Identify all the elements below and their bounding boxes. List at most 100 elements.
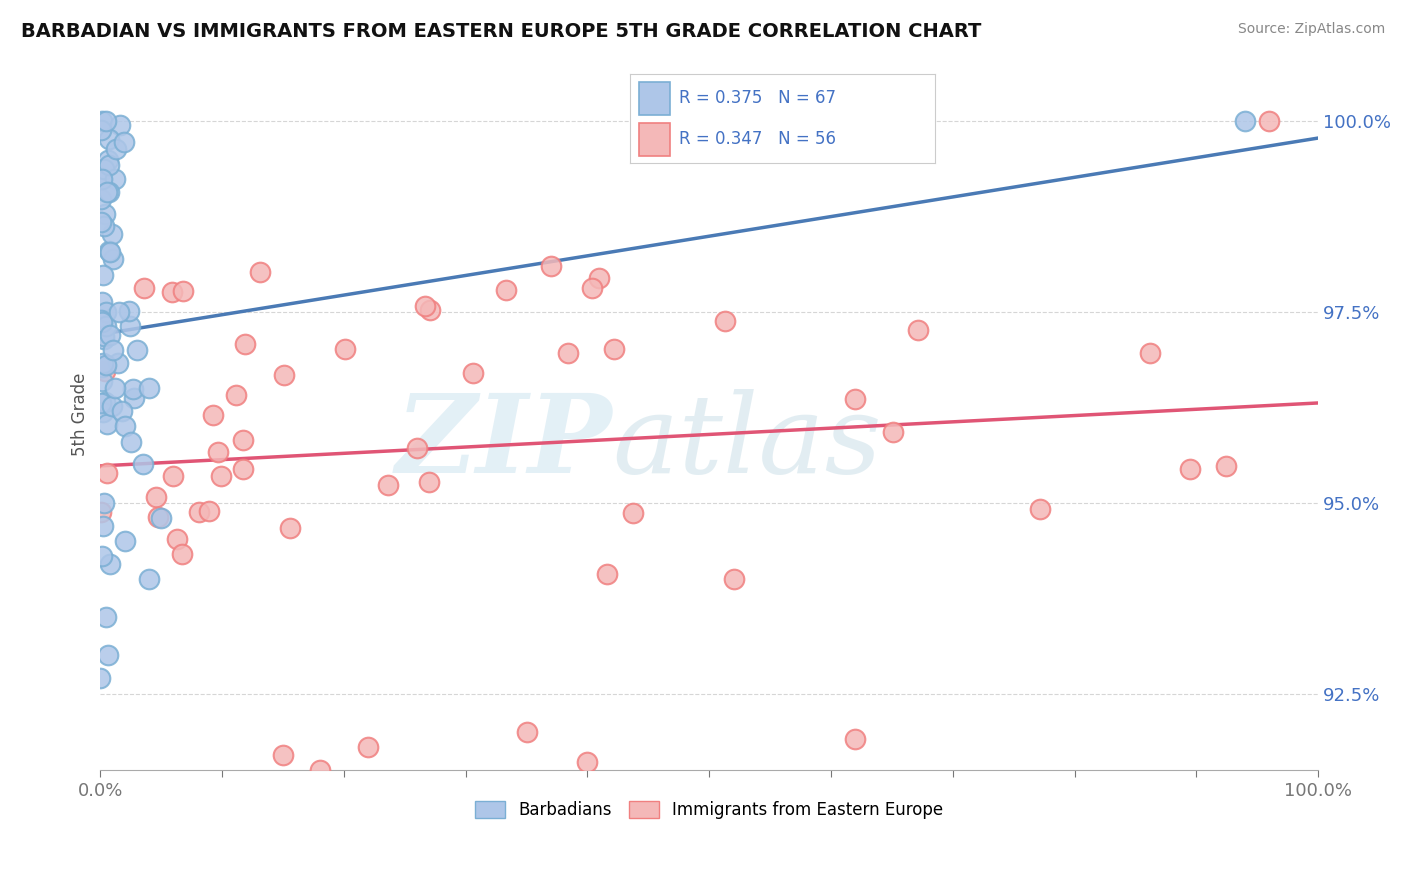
Point bbox=[94, 364, 117, 378]
Point bbox=[1178, 462, 1201, 476]
Point bbox=[333, 342, 356, 356]
Point bbox=[94, 319, 117, 334]
Point bbox=[713, 314, 735, 328]
Point bbox=[125, 343, 148, 357]
Point bbox=[91, 359, 114, 374]
Point bbox=[90, 395, 112, 409]
Point bbox=[273, 368, 295, 382]
Point bbox=[91, 405, 114, 419]
Point bbox=[357, 740, 380, 755]
Point bbox=[621, 506, 644, 520]
Point bbox=[1029, 501, 1052, 516]
Point bbox=[882, 425, 904, 440]
Point bbox=[201, 408, 224, 422]
Point bbox=[150, 511, 173, 525]
Point bbox=[495, 283, 517, 297]
Point bbox=[160, 285, 183, 300]
Point bbox=[91, 268, 114, 282]
Point bbox=[1215, 459, 1237, 474]
Point bbox=[1139, 346, 1161, 360]
Point bbox=[271, 747, 294, 762]
Point bbox=[101, 227, 124, 242]
Point bbox=[94, 207, 117, 221]
Point bbox=[308, 763, 330, 777]
Point bbox=[124, 391, 146, 405]
Point bbox=[1258, 113, 1281, 128]
Point bbox=[90, 549, 112, 563]
Point bbox=[588, 270, 610, 285]
Point bbox=[540, 259, 562, 273]
Point bbox=[90, 315, 112, 329]
Point bbox=[132, 281, 155, 295]
Point bbox=[98, 158, 121, 172]
Point bbox=[100, 399, 122, 413]
Point bbox=[209, 469, 232, 483]
Point bbox=[91, 518, 114, 533]
Point bbox=[118, 304, 141, 318]
Point bbox=[96, 113, 118, 128]
Y-axis label: 5th Grade: 5th Grade bbox=[72, 373, 89, 457]
Point bbox=[377, 478, 399, 492]
Point bbox=[89, 671, 111, 685]
Point bbox=[98, 245, 121, 260]
Point bbox=[93, 332, 115, 346]
Point bbox=[122, 382, 145, 396]
Point bbox=[118, 319, 141, 334]
Point bbox=[90, 313, 112, 327]
Point bbox=[107, 304, 129, 318]
Point bbox=[232, 433, 254, 447]
Point bbox=[98, 244, 121, 258]
Point bbox=[581, 281, 603, 295]
Point bbox=[97, 153, 120, 168]
Point bbox=[907, 323, 929, 337]
Point bbox=[138, 381, 160, 395]
Point bbox=[90, 193, 112, 207]
Point bbox=[596, 566, 619, 581]
Point bbox=[162, 469, 184, 483]
Point bbox=[225, 388, 247, 402]
Point bbox=[844, 392, 866, 406]
Point bbox=[94, 305, 117, 319]
Point bbox=[98, 186, 121, 200]
Point bbox=[97, 648, 120, 663]
Point bbox=[1234, 113, 1257, 128]
Point bbox=[114, 419, 136, 434]
Point bbox=[576, 756, 599, 770]
Point bbox=[90, 123, 112, 137]
Point bbox=[120, 434, 142, 449]
Text: Source: ZipAtlas.com: Source: ZipAtlas.com bbox=[1237, 22, 1385, 37]
Point bbox=[232, 462, 254, 476]
Point bbox=[107, 356, 129, 370]
Text: ZIP: ZIP bbox=[395, 390, 612, 497]
Point bbox=[233, 336, 256, 351]
Point bbox=[93, 219, 115, 234]
Point bbox=[249, 265, 271, 279]
Point bbox=[96, 417, 118, 432]
Point bbox=[98, 132, 121, 146]
Point bbox=[413, 299, 436, 313]
Point bbox=[96, 358, 118, 372]
Point bbox=[91, 355, 114, 369]
Point bbox=[557, 345, 579, 359]
Point bbox=[90, 215, 112, 229]
Point bbox=[406, 441, 429, 455]
Point bbox=[516, 724, 538, 739]
Point bbox=[170, 547, 193, 561]
Point bbox=[198, 504, 221, 518]
Text: atlas: atlas bbox=[612, 390, 882, 497]
Point bbox=[93, 329, 115, 343]
Point bbox=[104, 381, 127, 395]
Point bbox=[187, 505, 209, 519]
Point bbox=[91, 113, 114, 128]
Point bbox=[105, 142, 128, 156]
Point bbox=[91, 171, 114, 186]
Point bbox=[91, 294, 114, 309]
Text: BARBADIAN VS IMMIGRANTS FROM EASTERN EUROPE 5TH GRADE CORRELATION CHART: BARBADIAN VS IMMIGRANTS FROM EASTERN EUR… bbox=[21, 22, 981, 41]
Point bbox=[93, 496, 115, 510]
Point bbox=[172, 285, 194, 299]
Point bbox=[108, 118, 131, 132]
Point bbox=[418, 475, 440, 489]
Point bbox=[461, 366, 484, 380]
Point bbox=[93, 161, 115, 176]
Point bbox=[111, 404, 134, 418]
